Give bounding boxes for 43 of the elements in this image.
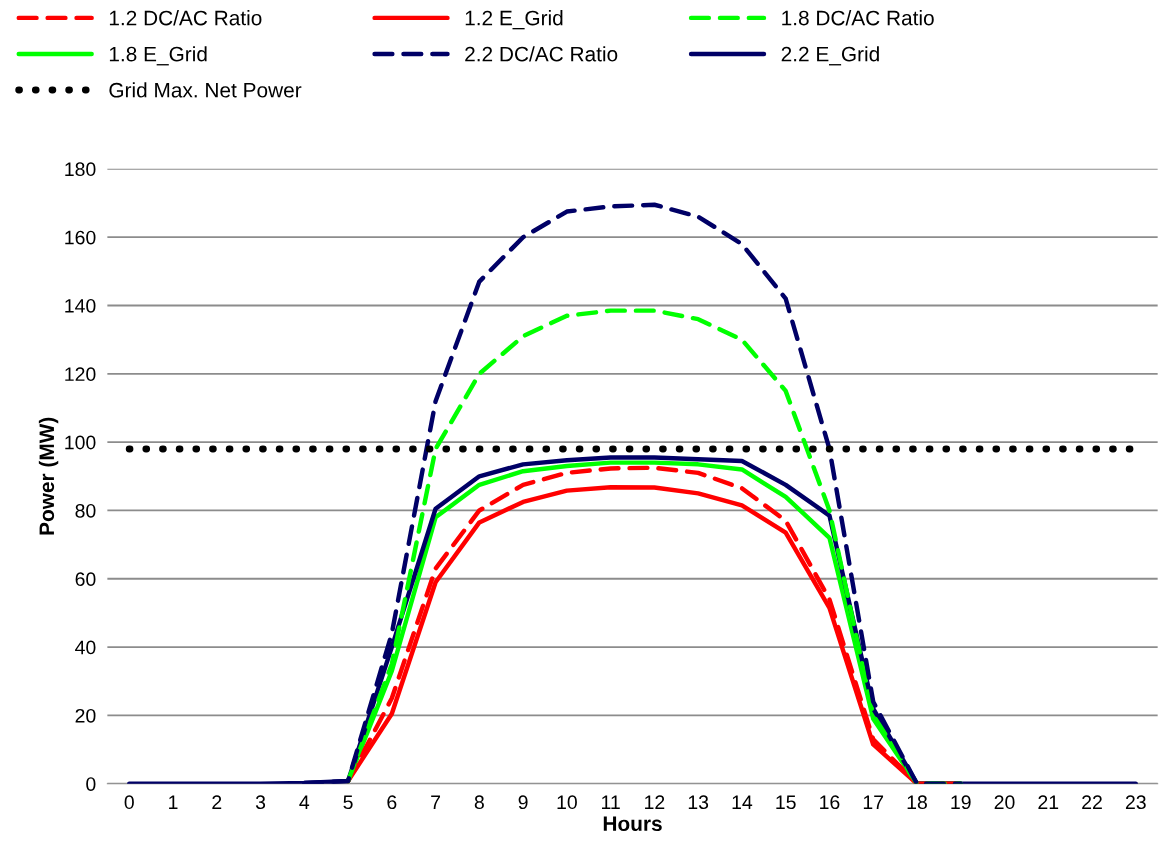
- x-tick-label: 16: [820, 795, 840, 810]
- x-tick-label: 5: [343, 795, 353, 810]
- x-tick-label: 21: [1038, 795, 1059, 809]
- x-tick-label: 11: [602, 795, 620, 809]
- x-tick-label: 2: [212, 795, 222, 809]
- y-tick-label: 140: [65, 298, 96, 313]
- y-axis-title: Power (MW): [38, 417, 59, 535]
- y-tick-label: 0: [86, 777, 96, 791]
- x-tick-label: 9: [518, 795, 528, 810]
- legend-label: 1.2 DC/AC Ratio: [109, 10, 262, 26]
- y-tick-label: 40: [75, 640, 96, 655]
- y-tick-label: 180: [65, 162, 96, 177]
- legend-label: 2.2 DC/AC Ratio: [465, 46, 618, 62]
- x-tick-label: 4: [299, 795, 310, 809]
- x-tick-label: 20: [994, 795, 1015, 810]
- x-tick-label: 3: [255, 795, 266, 810]
- x-tick-label: 23: [1125, 795, 1146, 810]
- x-tick-label: 15: [776, 795, 796, 810]
- x-tick-label: 13: [688, 795, 709, 810]
- x-tick-label: 10: [557, 795, 577, 810]
- x-tick-label: 17: [863, 795, 884, 809]
- x-tick-label: 19: [951, 795, 971, 810]
- x-tick-label: 18: [907, 795, 927, 810]
- y-tick-label: 60: [75, 572, 96, 587]
- legend-label: 1.2 E_Grid: [465, 10, 563, 30]
- legend-label: 2.2 E_Grid: [781, 46, 879, 66]
- legend-label: Grid Max. Net Power: [109, 82, 302, 98]
- x-tick-label: 6: [387, 795, 397, 810]
- x-tick-label: 1: [169, 795, 178, 809]
- x-tick-label: 0: [124, 795, 134, 810]
- y-tick-label: 80: [75, 503, 96, 518]
- x-tick-label: 14: [732, 795, 753, 809]
- y-tick-label: 120: [65, 367, 96, 382]
- legend-label: 1.8 E_Grid: [109, 46, 207, 66]
- y-tick-label: 160: [65, 230, 96, 245]
- x-tick-label: 7: [431, 795, 441, 809]
- y-tick-label: 20: [75, 708, 96, 723]
- legend-label: 1.8 DC/AC Ratio: [782, 10, 934, 26]
- x-tick-label: 8: [474, 795, 484, 810]
- x-tick-label: 12: [645, 795, 665, 809]
- x-axis-title: Hours: [603, 816, 662, 832]
- x-tick-label: 22: [1082, 795, 1102, 809]
- y-tick-label: 100: [65, 435, 96, 450]
